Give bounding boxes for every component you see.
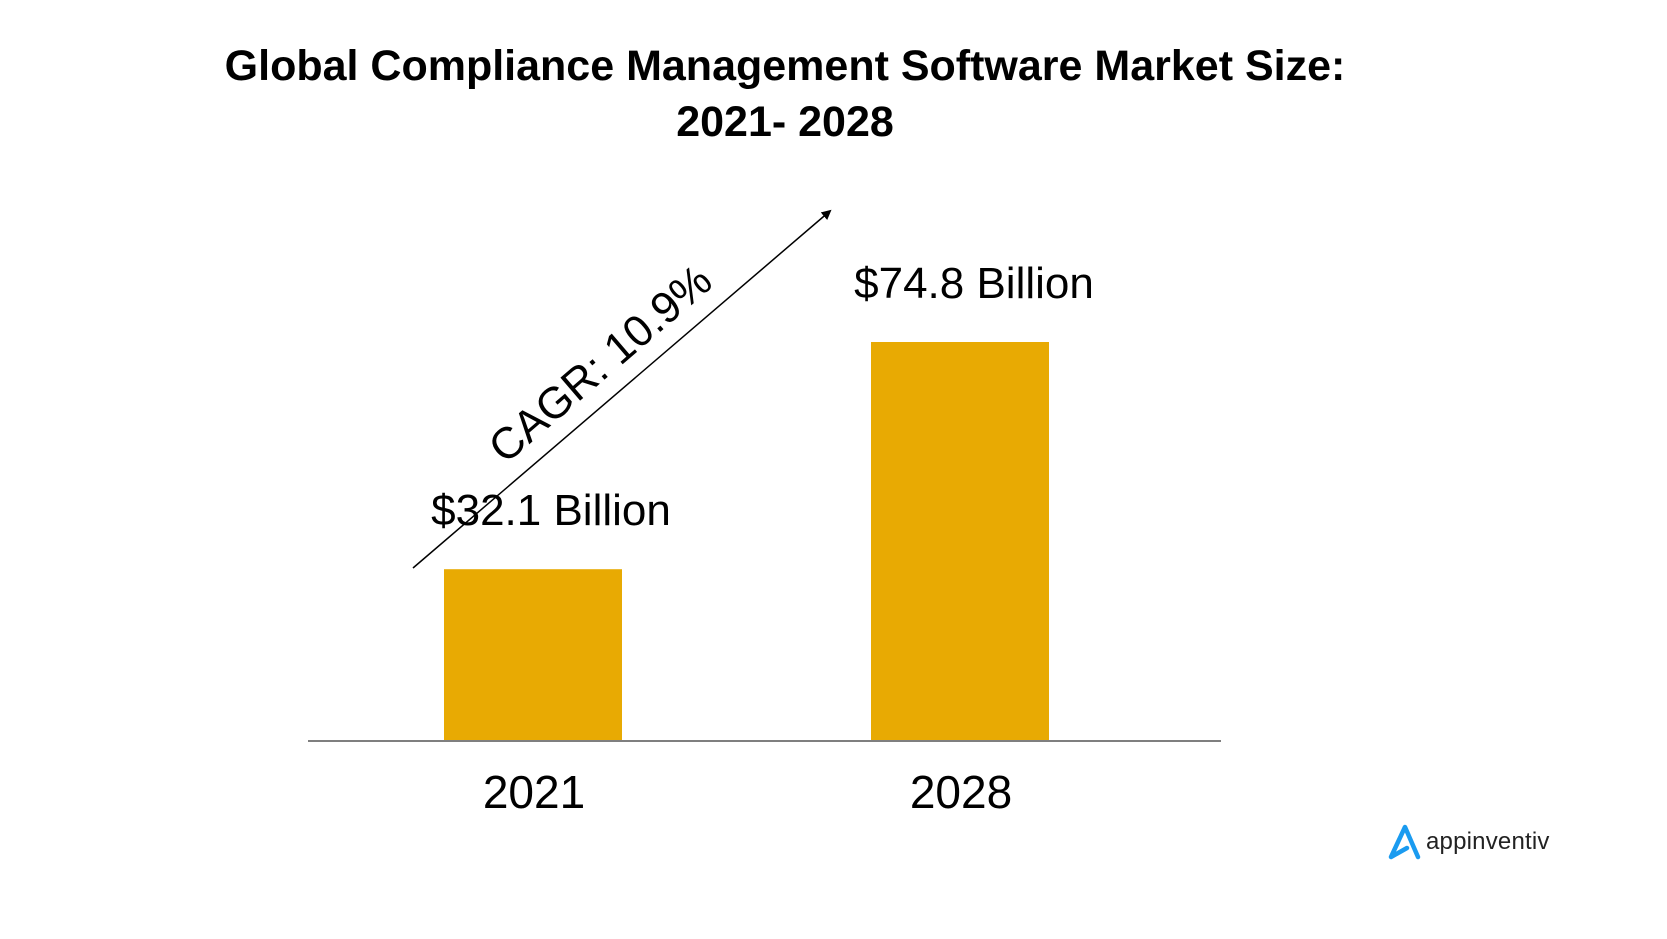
appinventiv-logo-icon [1388, 824, 1421, 860]
cagr-arrow [412, 209, 832, 569]
logo-text: appinventiv [1426, 828, 1550, 855]
chart-title: Global Compliance Management Software Ma… [0, 38, 1570, 150]
title-line-1: Global Compliance Management Software Ma… [224, 42, 1346, 90]
x-tick-label-2028: 2028 [910, 766, 1012, 818]
title-line-2: 2021- 2028 [676, 98, 894, 146]
bar-2021 [444, 569, 622, 740]
data-label-2021: $32.1 Billion [431, 486, 671, 535]
cagr-annotation: CAGR: 10.9% [480, 256, 722, 473]
appinventiv-logo: appinventiv [1388, 822, 1550, 862]
bar-2028 [871, 342, 1049, 740]
data-label-2028: $74.8 Billion [854, 259, 1094, 308]
x-tick-label-2021: 2021 [483, 766, 585, 818]
